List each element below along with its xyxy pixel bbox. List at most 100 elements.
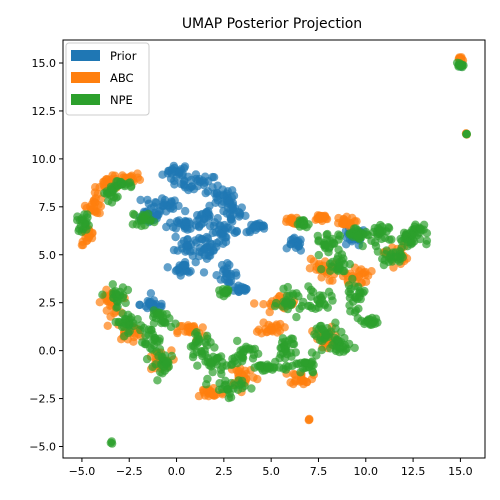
- data-point: [193, 361, 202, 370]
- y-tick-label: 0.0: [39, 345, 57, 358]
- data-point: [221, 380, 230, 389]
- data-point: [247, 384, 256, 393]
- data-point: [233, 336, 242, 346]
- data-point: [267, 325, 277, 335]
- x-axis: −5.0 −2.5 0.0 2.5 5.0 7.5 10.0 12.5 15.0: [69, 458, 473, 478]
- data-point: [153, 211, 162, 220]
- data-point: [217, 369, 226, 379]
- data-point: [231, 268, 241, 277]
- data-point: [337, 327, 346, 337]
- data-point: [146, 289, 156, 298]
- data-point: [318, 337, 327, 346]
- data-point: [307, 374, 317, 384]
- data-point: [191, 258, 200, 267]
- data-point: [375, 225, 384, 235]
- data-point: [214, 385, 224, 394]
- data-point: [334, 245, 343, 254]
- x-tick-label: −2.5: [116, 465, 143, 478]
- data-point: [123, 285, 133, 295]
- data-point: [240, 286, 250, 295]
- data-point: [281, 345, 290, 354]
- data-point: [279, 284, 288, 293]
- data-point: [159, 362, 168, 371]
- data-point: [335, 343, 344, 352]
- plot-frame: [62, 39, 486, 459]
- legend-label: ABC: [110, 71, 134, 85]
- data-point: [345, 260, 354, 269]
- data-point: [370, 238, 380, 247]
- data-point: [259, 221, 268, 231]
- data-point: [153, 376, 162, 385]
- data-point: [286, 239, 295, 249]
- data-point: [249, 350, 259, 359]
- data-point: [130, 210, 139, 220]
- data-point: [329, 238, 338, 248]
- legend-swatch: [71, 50, 100, 61]
- data-point: [352, 217, 361, 226]
- data-point: [225, 389, 234, 398]
- data-point: [285, 217, 294, 226]
- data-point: [115, 318, 124, 327]
- data-point: [125, 327, 134, 336]
- data-point: [282, 296, 291, 305]
- data-point: [83, 236, 92, 245]
- data-point: [169, 245, 179, 255]
- data-point: [344, 281, 354, 290]
- data-point: [193, 211, 202, 220]
- data-point: [332, 255, 342, 264]
- data-point: [185, 323, 194, 332]
- data-point: [219, 206, 228, 216]
- data-point: [163, 263, 172, 272]
- data-point: [317, 345, 326, 355]
- data-point: [291, 376, 300, 385]
- data-point: [142, 354, 152, 364]
- data-point: [139, 323, 149, 333]
- data-point: [102, 190, 112, 199]
- data-point: [132, 220, 141, 229]
- data-point: [198, 323, 207, 332]
- data-point: [297, 301, 307, 311]
- data-point: [235, 212, 244, 221]
- data-point: [233, 385, 243, 394]
- data-point: [265, 307, 274, 317]
- data-point: [331, 318, 340, 327]
- data-point: [170, 176, 179, 186]
- data-point: [462, 130, 471, 139]
- data-point: [237, 203, 246, 212]
- data-point: [183, 240, 192, 250]
- data-point: [239, 347, 248, 357]
- data-point: [312, 331, 321, 341]
- data-point: [215, 221, 224, 230]
- data-point: [173, 328, 182, 338]
- data-point: [81, 222, 90, 231]
- legend-label: NPE: [110, 93, 133, 107]
- data-point: [166, 204, 175, 213]
- data-point: [136, 195, 145, 205]
- data-point: [398, 253, 407, 262]
- data-point: [98, 290, 107, 299]
- data-point: [202, 254, 212, 263]
- data-point: [296, 368, 305, 377]
- data-point: [205, 201, 214, 210]
- data-point: [139, 215, 148, 225]
- data-point: [197, 234, 206, 244]
- series-npe: [73, 58, 471, 448]
- data-point: [158, 194, 167, 203]
- data-point: [171, 319, 180, 328]
- data-point: [416, 224, 425, 233]
- data-point: [229, 191, 239, 200]
- x-tick-label: −5.0: [69, 465, 96, 478]
- data-point: [203, 374, 212, 384]
- data-point: [135, 175, 145, 184]
- data-point: [259, 300, 268, 309]
- data-point: [145, 297, 154, 307]
- data-point: [334, 213, 343, 223]
- y-tick-label: 10.0: [32, 153, 57, 166]
- data-point: [314, 212, 324, 221]
- legend-swatch: [71, 72, 100, 83]
- x-tick-label: 5.0: [262, 465, 280, 478]
- data-point: [144, 199, 153, 208]
- data-point: [194, 391, 204, 401]
- data-point: [296, 246, 305, 255]
